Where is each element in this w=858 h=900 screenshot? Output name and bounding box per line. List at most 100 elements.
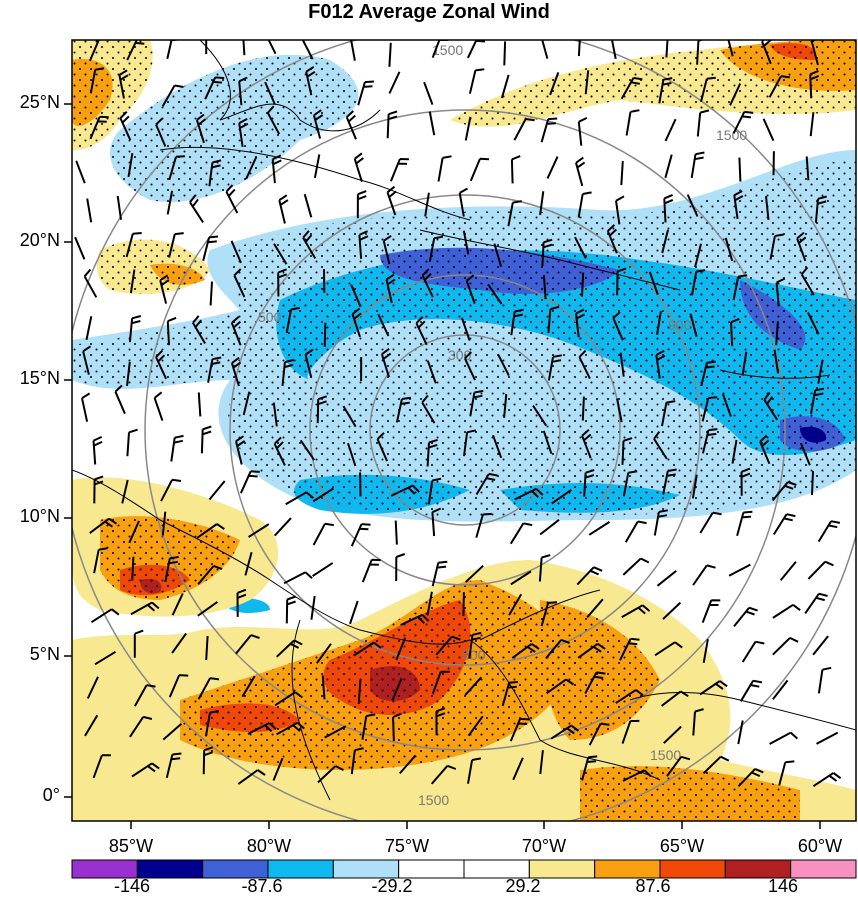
- wind-barb: [166, 190, 174, 215]
- axis-ticks: [64, 103, 821, 829]
- range-ring-label: 1500: [432, 42, 463, 58]
- wind-barb: [119, 111, 132, 141]
- wind-barb: [361, 713, 376, 740]
- wind-barb: [83, 268, 98, 298]
- wind-barb: [310, 595, 316, 620]
- wind-barb: [772, 636, 799, 656]
- wind-barb: [126, 40, 147, 61]
- wind-barb: [428, 235, 444, 262]
- wind-barb: [468, 631, 482, 659]
- wind-barb: [426, 360, 437, 384]
- wind-barb: [763, 391, 779, 421]
- significance-stipple: [72, 40, 856, 821]
- wind-barb: [772, 679, 789, 700]
- wind-barb: [170, 434, 184, 462]
- wind-barb: [426, 438, 438, 467]
- wind-barb: [810, 40, 819, 66]
- wind-barb: [691, 269, 706, 296]
- wind-barb: [467, 715, 484, 737]
- wind-barb: [692, 708, 704, 736]
- range-rings: [72, 40, 856, 821]
- wind-barb: [549, 72, 560, 96]
- wind-barb: [244, 551, 253, 576]
- wind-barb: [323, 322, 327, 347]
- wind-barb: [299, 439, 316, 461]
- wind-barb: [514, 487, 544, 501]
- wind-barb: [700, 360, 716, 387]
- wind-barb: [577, 40, 581, 57]
- wind-barb: [575, 308, 586, 338]
- wind-barb: [129, 715, 153, 738]
- wind-barb: [817, 359, 824, 384]
- wind-barb: [230, 240, 242, 264]
- wind-barb: [468, 68, 485, 94]
- wind-barb: [204, 710, 220, 737]
- wind-barb: [539, 191, 545, 216]
- wind-barb: [399, 754, 417, 775]
- wind-barb: [75, 160, 86, 184]
- wind-barb: [225, 184, 239, 214]
- wind-barb: [285, 491, 315, 506]
- lon-label-70w: 70°W: [521, 836, 567, 856]
- wind-barb: [353, 641, 382, 657]
- wind-barb: [800, 266, 815, 296]
- wind-barb: [195, 113, 207, 144]
- wind-barb: [126, 361, 131, 387]
- wind-barb: [619, 352, 625, 377]
- wind-barb: [208, 159, 222, 187]
- range-ring-label: 900: [668, 317, 692, 333]
- wind-barb: [168, 232, 184, 258]
- wind-barb: [161, 84, 184, 107]
- colorbar: [71, 859, 857, 879]
- wind-barb: [208, 480, 226, 501]
- wind-barb: [621, 604, 651, 618]
- wind-barb: [395, 637, 407, 661]
- wind-barb: [160, 478, 182, 502]
- wind-barb: [809, 112, 815, 137]
- wind-barb: [353, 152, 364, 182]
- colorbar-label-29: 29.2: [505, 876, 541, 896]
- wind-barb: [89, 67, 105, 94]
- wind-barb: [702, 755, 730, 775]
- wind-barb: [463, 351, 476, 381]
- wind-barb: [545, 638, 570, 660]
- wind-barb: [427, 477, 442, 505]
- wind-barb: [510, 308, 524, 336]
- wind-barb: [165, 752, 182, 779]
- wind-barb: [696, 109, 710, 137]
- wind-barb: [546, 156, 559, 179]
- wind-barb: [625, 109, 640, 136]
- wind-barb: [547, 305, 560, 334]
- wind-barb: [93, 547, 108, 574]
- wind-barb: [128, 315, 142, 343]
- wind-barb: [809, 69, 820, 99]
- wind-barb: [729, 83, 742, 106]
- wind-barb: [430, 764, 457, 785]
- wind-barb: [273, 243, 288, 265]
- wind-barb: [395, 553, 406, 582]
- wind-barb: [125, 232, 142, 258]
- wind-barb: [209, 281, 213, 306]
- wind-barb: [421, 394, 436, 424]
- lon-label-65w: 65°W: [659, 836, 705, 856]
- wind-barb: [81, 392, 91, 422]
- wind-barb: [388, 71, 401, 94]
- wind-barb: [236, 588, 247, 617]
- wind-barb: [615, 195, 625, 225]
- wind-barb: [435, 707, 446, 736]
- wind-barb: [773, 349, 780, 374]
- wind-barb: [242, 40, 246, 56]
- wind-barb: [816, 731, 839, 745]
- wind-barb: [532, 405, 548, 427]
- range-ring-label: 1500: [418, 792, 449, 808]
- wind-barb: [541, 238, 553, 267]
- wind-barb: [741, 351, 748, 376]
- wind-barb: [654, 641, 683, 657]
- wind-barb: [248, 523, 270, 538]
- wind-barb: [620, 161, 624, 186]
- wind-barb: [500, 74, 510, 99]
- wind-barb: [302, 230, 317, 259]
- wind-barb: [164, 555, 179, 583]
- wind-barb: [509, 717, 530, 742]
- wind-barb: [690, 151, 705, 179]
